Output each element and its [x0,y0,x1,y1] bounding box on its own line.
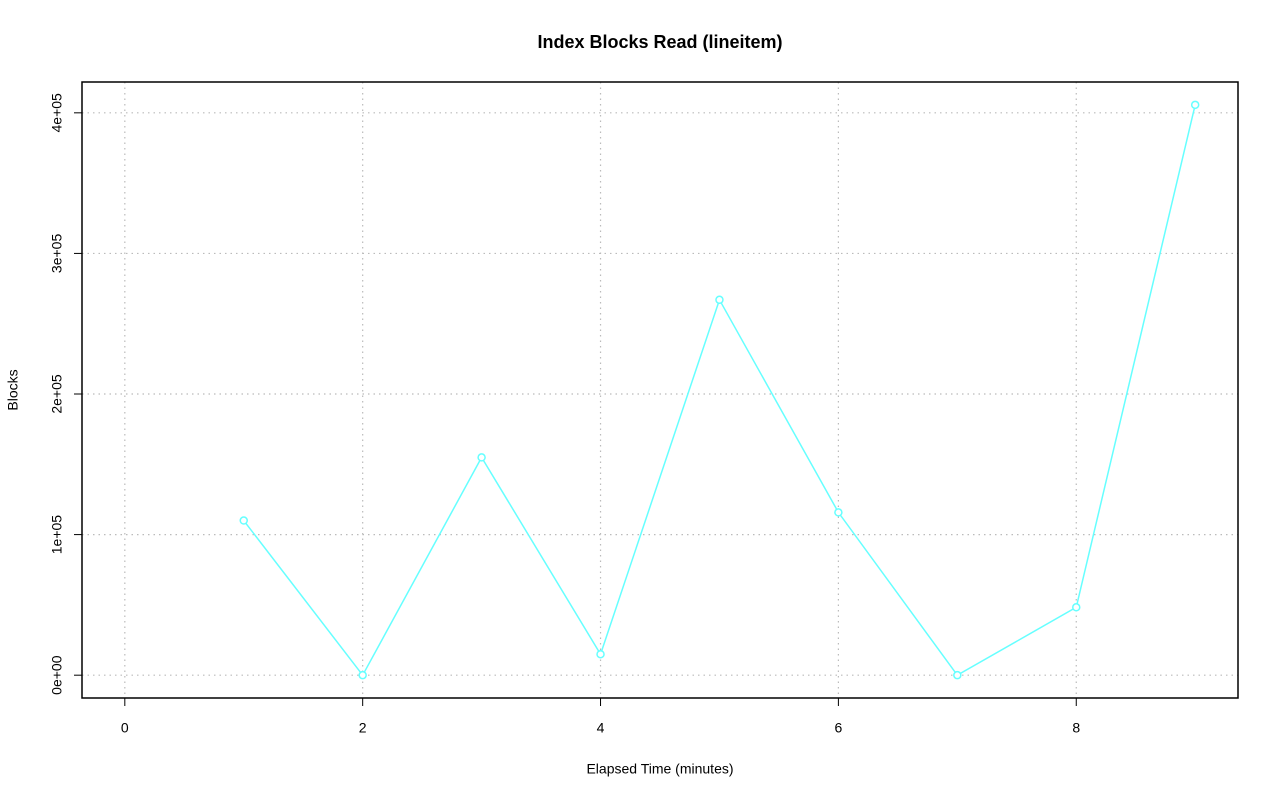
y-axis-label: Blocks [5,369,21,410]
point [358,670,367,680]
x-tick-label: 4 [597,720,605,736]
x-axis-label: Elapsed Time (minutes) [586,761,733,777]
point [239,516,248,525]
y-tick-label: 4e+05 [49,93,65,133]
plot-frame [81,81,1239,699]
point [477,453,486,462]
x-tick-label: 8 [1072,720,1080,736]
point [1072,603,1081,612]
y-tick-label: 3e+05 [49,234,65,274]
point [596,649,605,659]
x-tick-label: 2 [359,720,367,736]
x-tick-label: 6 [834,720,842,736]
point [834,508,843,517]
point [715,295,724,305]
y-tick-label: 2e+05 [49,374,65,414]
line [243,104,1196,677]
y-tick-label: 1e+05 [49,515,65,555]
point [1190,100,1200,110]
point [953,670,962,680]
chart-title: Index Blocks Read (lineitem) [537,32,782,52]
y-tick-label: 0e+00 [49,655,65,695]
x-tick-label: 0 [121,720,129,736]
